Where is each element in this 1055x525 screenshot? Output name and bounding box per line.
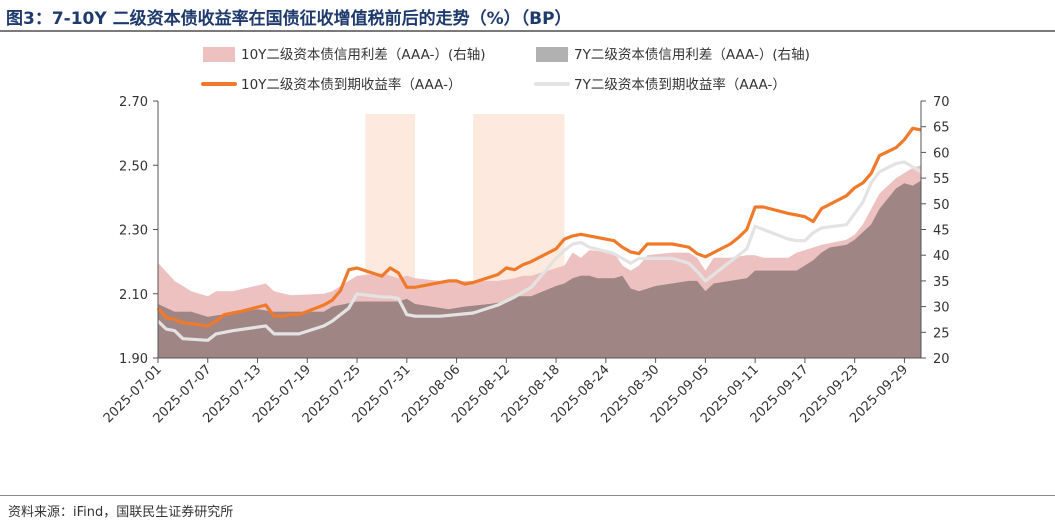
yield-line-layer [156,126,922,342]
right-tick-label: 50 [933,198,950,213]
chart-canvas: 1.90 2.10 2.30 2.50 2.70 20 25 30 35 40 45 50 55 60 65… [101,47,950,426]
legend-label: 10Y二级资本债信用利差（AAA-）(右轴) [241,47,486,63]
source-note: 资料来源：iFind，国联民生证券研究所 [8,505,234,520]
legend-label: 10Y二级资本债到期收益率（AAA-） [241,76,461,93]
legend-item-10y-spread: 10Y二级资本债信用利差（AAA-）(右轴) [203,47,486,63]
legend-swatch [203,47,235,62]
legend-item-7y-spread: 7Y二级资本债信用利差（AAA-）(右轴) [536,47,810,63]
left-tick-label: 2.30 [119,224,148,239]
footer-divider [0,495,1055,496]
legend-item-7y-yield: 7Y二级资本债到期收益率（AAA-） [534,76,786,93]
right-tick-label: 35 [933,275,950,290]
right-tick-label: 40 [933,249,950,264]
right-tick-label: 55 [933,172,950,187]
yield-line-10y [156,126,922,328]
right-tick-label: 20 [933,352,950,367]
legend-label: 7Y二级资本债到期收益率（AAA-） [574,76,786,93]
title-divider [0,30,1055,32]
left-tick-label: 2.50 [119,159,148,174]
right-tick-label: 60 [933,146,950,161]
left-tick-label: 1.90 [119,352,148,367]
right-tick-label: 30 [933,301,950,316]
left-tick-label: 2.70 [119,95,148,110]
left-tick-label: 2.10 [119,288,148,303]
right-tick-label: 70 [933,95,950,110]
highlight-layer [365,114,565,358]
legend-swatch [536,47,568,62]
legend-item-10y-yield: 10Y二级资本债到期收益率（AAA-） [201,76,461,93]
right-tick-label: 65 [933,121,950,136]
yield-line-7y [156,160,922,342]
right-tick-label: 45 [933,224,950,239]
legend: 10Y二级资本债信用利差（AAA-）(右轴) 7Y二级资本债信用利差（AAA-）(… [201,47,810,93]
legend-label: 7Y二级资本债信用利差（AAA-）(右轴) [574,47,810,63]
right-tick-label: 25 [933,326,950,341]
chart-title: 图3：7-10Y 二级资本债收益率在国债征收增值税前后的走势（%）（BP） [6,9,572,29]
